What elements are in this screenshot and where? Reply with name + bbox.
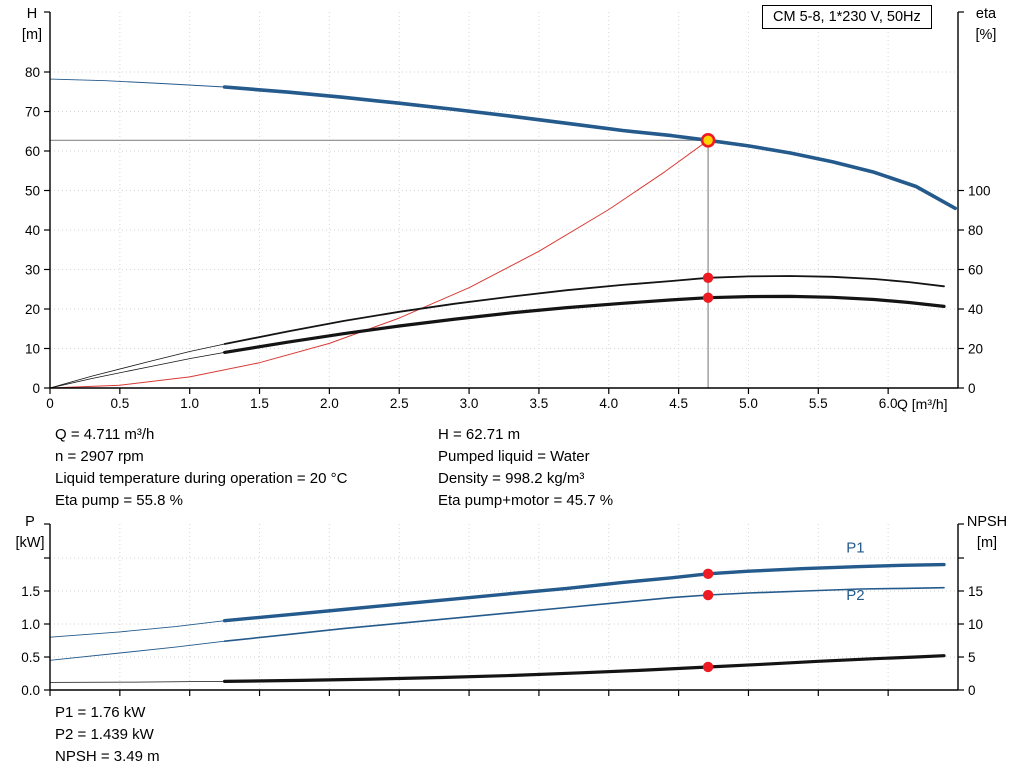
tick-label: 0: [46, 396, 54, 411]
result-line-npsh: NPSH = 3.49 m: [55, 748, 160, 765]
tick-label: 70: [25, 105, 40, 120]
npsh-curve: [223, 654, 946, 683]
gridlines: [50, 12, 958, 388]
duty-point-dot: [702, 292, 714, 303]
info-line-h: H = 62.71 m: [438, 426, 521, 443]
p-axis-label: P [kW]: [8, 512, 52, 554]
eta-axis-symbol: eta: [975, 6, 997, 22]
power-npsh-chart: 0.0 0.5 1.0 1.5 0 5 10 15 P1 P2: [21, 523, 983, 698]
pump-model-badge: CM 5-8, 1*230 V, 50Hz: [762, 5, 932, 29]
eta-axis-label: eta [%]: [962, 4, 1010, 46]
tick-label: P2: [846, 587, 864, 604]
tick-label: 1.0: [21, 617, 40, 632]
tick-label: 100: [968, 184, 991, 199]
eta-pump-curve: [223, 275, 945, 345]
tick-label: 60: [25, 144, 40, 159]
hq-curve: [222, 85, 958, 211]
info-line-liquid: Pumped liquid = Water: [438, 448, 590, 465]
tick-label: 50: [25, 184, 40, 199]
result-line-p2: P2 = 1.439 kW: [55, 726, 154, 743]
duty-point-dot: [702, 272, 714, 283]
p2-curve: [223, 586, 945, 642]
curves: [49, 78, 958, 389]
eta-pump-curve-thin: [49, 343, 226, 389]
npsh-axis-symbol: NPSH: [966, 514, 1008, 530]
tick-label: 40: [25, 223, 40, 238]
duty-point-dot: [702, 568, 714, 580]
info-line-density: Density = 998.2 kg/m³: [438, 470, 585, 487]
h-axis-symbol: H: [26, 6, 38, 22]
tick-label: 20: [968, 342, 983, 357]
curves: [49, 562, 946, 683]
info-line-eta-pump-motor: Eta pump+motor = 45.7 %: [438, 492, 614, 509]
npsh-axis-unit: [m]: [976, 535, 998, 551]
tick-label: 0: [968, 381, 976, 396]
axes: 0.0 0.5 1.0 1.5 0 5 10 15: [21, 523, 983, 698]
tick-label: 1.5: [21, 584, 40, 599]
tick-label: 20: [25, 302, 40, 317]
tick-label: 6.0: [879, 396, 898, 411]
tick-label: 0.5: [21, 650, 40, 665]
p-axis-unit: [kW]: [15, 535, 45, 551]
tick-label: 10: [25, 342, 40, 357]
p-axis-symbol: P: [25, 514, 35, 530]
operating-data-right-column: H = 62.71 m Pumped liquid = Water Densit…: [438, 424, 613, 512]
hq-curve-thin: [49, 78, 226, 88]
h-axis-unit: [m]: [21, 27, 43, 43]
system-curve: [49, 139, 709, 389]
info-line-q: Q = 4.711 m³/h: [55, 426, 155, 443]
tick-label: 3.5: [530, 396, 549, 411]
curve-label-p2: P2: [846, 587, 864, 604]
curve-label-p1: P1: [846, 540, 864, 557]
result-line-p1: P1 = 1.76 kW: [55, 704, 146, 721]
q-axis-label: Q [m³/h]: [897, 396, 948, 412]
eta-pump-motor-curve: [223, 294, 946, 354]
tick-label: 80: [25, 65, 40, 80]
operating-data-left-column: Q = 4.711 m³/h n = 2907 rpm Liquid tempe…: [55, 424, 347, 512]
tick-label: 30: [25, 263, 40, 278]
tick-label: 4.0: [599, 396, 618, 411]
tick-label: 1.5: [250, 396, 269, 411]
h-axis-label: H [m]: [10, 4, 54, 46]
results-block: P1 = 1.76 kW P2 = 1.439 kW NPSH = 3.49 m: [55, 702, 160, 768]
tick-label: 0: [968, 683, 976, 698]
duty-point-crosshair: [50, 139, 709, 388]
tick-label: 0.5: [110, 396, 129, 411]
tick-label: 5.0: [739, 396, 758, 411]
tick-label: 0: [32, 381, 40, 396]
npsh-curve-thin: [49, 680, 226, 683]
npsh-axis-label: NPSH [m]: [956, 512, 1018, 554]
info-line-eta-pump: Eta pump = 55.8 %: [55, 492, 183, 509]
duty-point-markers: [702, 568, 714, 673]
tick-label: 15: [968, 584, 983, 599]
duty-point-dot: [702, 589, 714, 601]
head-efficiency-chart: 0 0.5 1.0 1.5 2.0 2.5 3.0 3.5 4.0 4.5 5.0 5.5 6.0 0 10…: [25, 11, 991, 411]
tick-label: 4.5: [669, 396, 688, 411]
tick-label: 10: [968, 617, 983, 632]
p1-curve: [222, 562, 946, 623]
tick-label: 5: [968, 650, 976, 665]
tick-label: 60: [968, 263, 983, 278]
tick-label: 40: [968, 302, 983, 317]
tick-label: 2.0: [320, 396, 339, 411]
p2-curve-thin: [49, 640, 226, 661]
tick-label: 3.0: [460, 396, 479, 411]
tick-label: P1: [846, 540, 864, 557]
duty-point-dot: [702, 661, 714, 673]
operating-point-marker: [700, 132, 716, 148]
tick-label: 80: [968, 223, 983, 238]
gridlines: [50, 524, 958, 690]
tick-label: 1.0: [180, 396, 199, 411]
info-line-temp: Liquid temperature during operation = 20…: [55, 470, 348, 487]
eta-axis-unit: [%]: [975, 27, 997, 43]
duty-point-markers: [700, 132, 716, 303]
tick-label: 5.5: [809, 396, 828, 411]
tick-label: 2.5: [390, 396, 409, 411]
eta-pump-motor-curve-thin: [49, 351, 226, 389]
p1-curve-thin: [49, 620, 226, 638]
info-line-n: n = 2907 rpm: [55, 448, 144, 465]
axes: 0 0.5 1.0 1.5 2.0 2.5 3.0 3.5 4.0 4.5 5.0 5.5 6.0 0 10…: [25, 11, 991, 411]
tick-label: 0.0: [21, 683, 40, 698]
